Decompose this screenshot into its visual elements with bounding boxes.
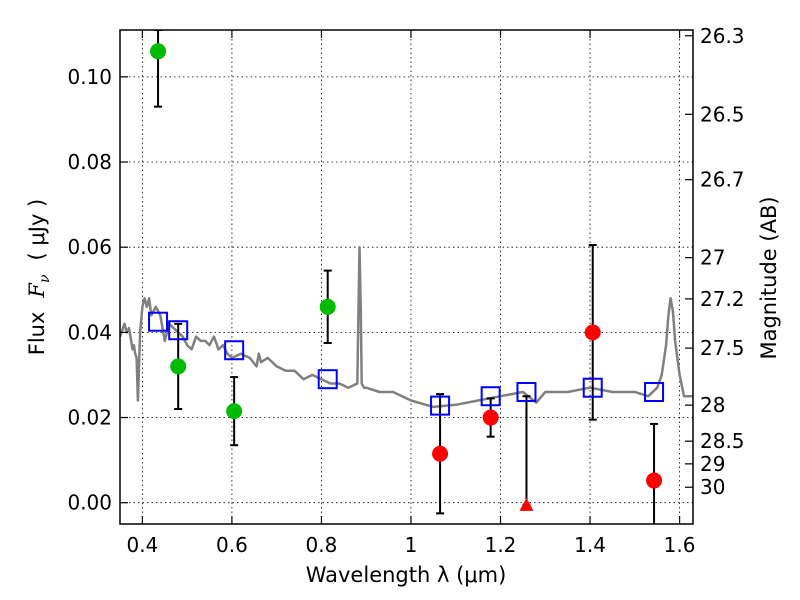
model-point-square <box>317 369 338 390</box>
magnitude-tick-label: 27.2 <box>700 287 745 311</box>
magnitude-tick-label: 27.5 <box>700 336 745 360</box>
upper-limit-triangle <box>519 497 534 511</box>
data-point-circle <box>584 324 601 341</box>
y-axis-label-unit: ( μJy ) <box>25 199 49 261</box>
data-point-circle <box>226 403 243 420</box>
model-point-square <box>430 395 451 416</box>
data-point-circle <box>482 409 499 426</box>
plot-frame <box>119 29 694 525</box>
magnitude-tick-label: 26.7 <box>700 168 745 192</box>
x-axis-label: Wavelength λ (μm) <box>306 563 507 587</box>
data-point-circle <box>170 358 187 375</box>
magnitude-tick-label: 30 <box>700 475 725 499</box>
y-tick-label: 0.04 <box>67 320 112 344</box>
model-point-square <box>644 381 665 402</box>
spectrum-line <box>120 245 693 409</box>
model-point-square <box>148 311 169 332</box>
y-tick-label: 0.06 <box>67 235 112 259</box>
magnitude-axis-label: Magnitude (AB) <box>757 196 781 359</box>
data-point-circle <box>646 472 663 489</box>
magnitude-tick-label: 27 <box>700 246 725 270</box>
y-axis-label-text: Flux <box>25 312 49 356</box>
model-point-square <box>480 386 501 407</box>
y-tick-label: 0.00 <box>67 491 112 515</box>
magnitude-tick-label: 26.3 <box>700 24 745 48</box>
markers <box>148 43 665 511</box>
model-point-square <box>582 377 603 398</box>
x-tick-label: 0.8 <box>306 533 338 557</box>
grid <box>120 30 693 524</box>
x-tick-label: 1 <box>405 533 418 557</box>
model-point-square <box>168 320 189 341</box>
magnitude-tick-label: 28.5 <box>700 429 745 453</box>
y-axis-label-subscript: ν <box>37 274 53 283</box>
model-point-square <box>516 381 537 402</box>
data-point-circle <box>319 298 336 315</box>
magnitude-tick-label: 26.5 <box>700 102 745 126</box>
x-tick-label: 1.6 <box>664 533 696 557</box>
y-axis-label: Flux Fν ( μJy ) <box>25 199 53 355</box>
x-tick-label: 1.2 <box>485 533 517 557</box>
data-point-circle <box>150 43 167 60</box>
data-point-circle <box>432 445 449 462</box>
x-tick-label: 0.6 <box>216 533 248 557</box>
axes: 0.4 0.6 0.8 1 1.2 1.4 1.6 0.00 0.02 0.04 0.06 0.08 0… <box>67 24 744 557</box>
y-tick-label: 0.02 <box>67 406 112 430</box>
model-spectrum <box>120 245 693 409</box>
model-point-square <box>224 340 245 361</box>
magnitude-tick-label: 29 <box>700 452 725 476</box>
error-bars <box>154 30 659 524</box>
y-axis-label-symbol: F <box>25 282 49 299</box>
x-tick-label: 1.4 <box>574 533 606 557</box>
x-tick-label: 0.4 <box>126 533 158 557</box>
magnitude-tick-label: 28 <box>700 393 725 417</box>
y-tick-label: 0.08 <box>67 150 112 174</box>
y-tick-label: 0.10 <box>67 65 112 89</box>
